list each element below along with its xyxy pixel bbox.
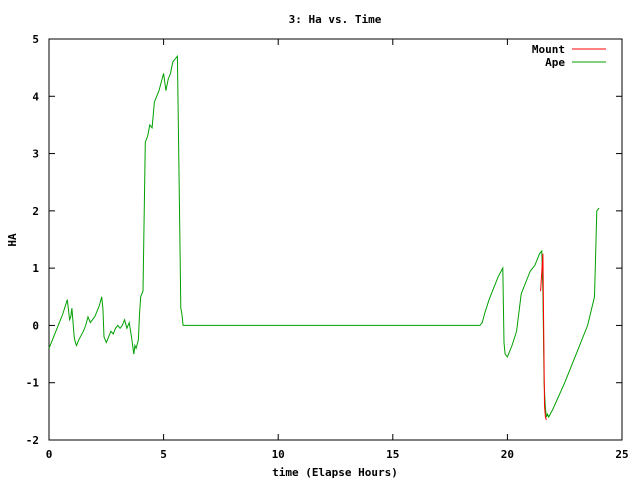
legend-label-ape: Ape: [545, 56, 565, 69]
y-tick-label: -1: [26, 377, 40, 390]
y-axis-label: HA: [6, 233, 19, 247]
y-tick-label: 3: [32, 148, 39, 161]
x-tick-label: 20: [501, 448, 514, 461]
x-tick-label: 25: [615, 448, 628, 461]
y-tick-label: 0: [32, 319, 39, 332]
legend-label-mount: Mount: [532, 43, 565, 56]
x-tick-label: 10: [272, 448, 285, 461]
x-tick-label: 15: [386, 448, 399, 461]
x-axis-label: time (Elapse Hours): [272, 466, 398, 479]
y-tick-label: 1: [32, 262, 39, 275]
y-tick-label: 5: [32, 33, 39, 46]
y-tick-label: 4: [32, 90, 39, 103]
axis-ticks: 0 5 10 15 20 25 -2 -1 0 1 2 3 4 5: [26, 33, 629, 461]
plot-frame: [48, 38, 623, 441]
series-layer: [48, 54, 600, 421]
x-tick-label: 0: [46, 448, 53, 461]
series-line-ape: [48, 54, 600, 419]
series-line-mount: [540, 253, 547, 421]
chart-title: 3: Ha vs. Time: [289, 13, 382, 26]
y-tick-label: 2: [32, 205, 39, 218]
x-tick-label: 5: [160, 448, 167, 461]
y-tick-label: -2: [26, 434, 39, 447]
